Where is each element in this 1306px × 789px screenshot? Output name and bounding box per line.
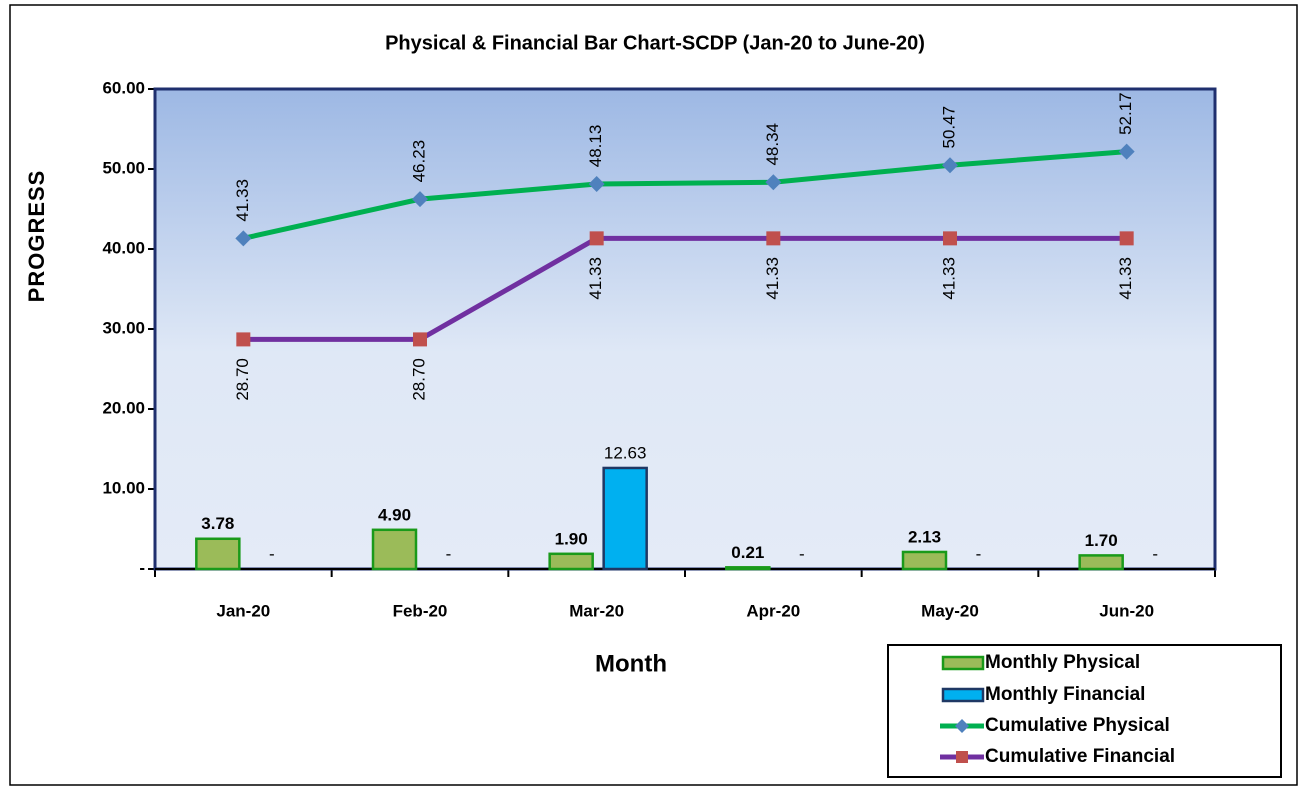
bar [725,566,771,571]
marker [765,174,782,191]
y-tick-label: 10.00 [102,478,145,497]
x-tick-label: May-20 [921,601,979,620]
marker [412,191,428,208]
data-label: 48.34 [763,123,782,166]
data-label: - [976,544,982,563]
legend-marker [956,751,968,763]
x-tick-label: Jan-20 [216,601,270,620]
data-label: 41.33 [1116,257,1135,300]
data-label: 4.90 [378,505,411,524]
x-tick-label: Jun-20 [1099,601,1154,620]
data-label: 2.13 [908,527,941,546]
y-tick-label: 20.00 [102,398,145,417]
data-label: 41.33 [763,257,782,300]
data-label: 41.33 [939,257,958,300]
marker [1119,231,1134,246]
data-label: - [1152,544,1158,563]
marker [766,231,781,246]
data-label: 28.70 [409,358,428,401]
x-tick-label: Feb-20 [393,601,448,620]
data-label: 0.21 [731,543,764,562]
plot-area [153,87,1217,571]
marker [942,157,958,174]
y-tick-label: 30.00 [102,318,145,337]
x-axis-label: Month [595,650,667,677]
marker [235,230,252,247]
data-label: - [446,544,452,563]
bar [602,466,648,571]
data-label: 46.23 [409,140,428,183]
legend-entries: Monthly Physical Monthly Financial Cumul… [985,652,1175,767]
y-tick-label: - [139,558,145,577]
legend-marker [955,719,969,733]
marker [588,175,605,192]
bar [195,537,241,571]
y-tick-label: 40.00 [102,238,145,257]
data-label: - [799,544,805,563]
chart-title: Physical & Financial Bar Chart-SCDP (Jan… [385,32,925,54]
data-label: 48.13 [586,125,605,168]
legend-label: Monthly Financial [985,684,1145,705]
data-label: 3.78 [201,514,234,533]
data-label: 50.47 [939,106,958,149]
line [242,149,1127,241]
legend-swatch [941,687,985,703]
marker [1118,143,1135,160]
data-label: 41.33 [586,257,605,300]
y-tick-label: 50.00 [102,158,145,177]
y-tick-label: 60.00 [102,78,145,97]
marker [943,231,957,246]
marker [413,332,427,347]
data-label: 28.70 [233,358,252,401]
x-tick-label: Apr-20 [746,601,800,620]
marker [589,231,604,246]
bar [371,528,418,571]
data-label: 52.17 [1116,92,1135,135]
bar [901,550,948,571]
y-axis-label: PROGRESS [24,170,49,303]
data-label: 1.90 [555,529,588,548]
legend-label: Monthly Physical [985,652,1140,673]
legend-label: Cumulative Physical [985,715,1170,736]
data-label: 12.63 [604,443,647,462]
legend-swatch [941,655,985,671]
bar [1078,554,1124,571]
bar [548,552,594,571]
data-label: 1.70 [1085,531,1118,550]
legend-label: Cumulative Financial [985,746,1175,767]
data-label: 41.33 [233,179,252,222]
marker [236,332,251,347]
line [243,235,1127,342]
x-tick-label: Mar-20 [569,601,624,620]
data-label: - [269,544,275,563]
